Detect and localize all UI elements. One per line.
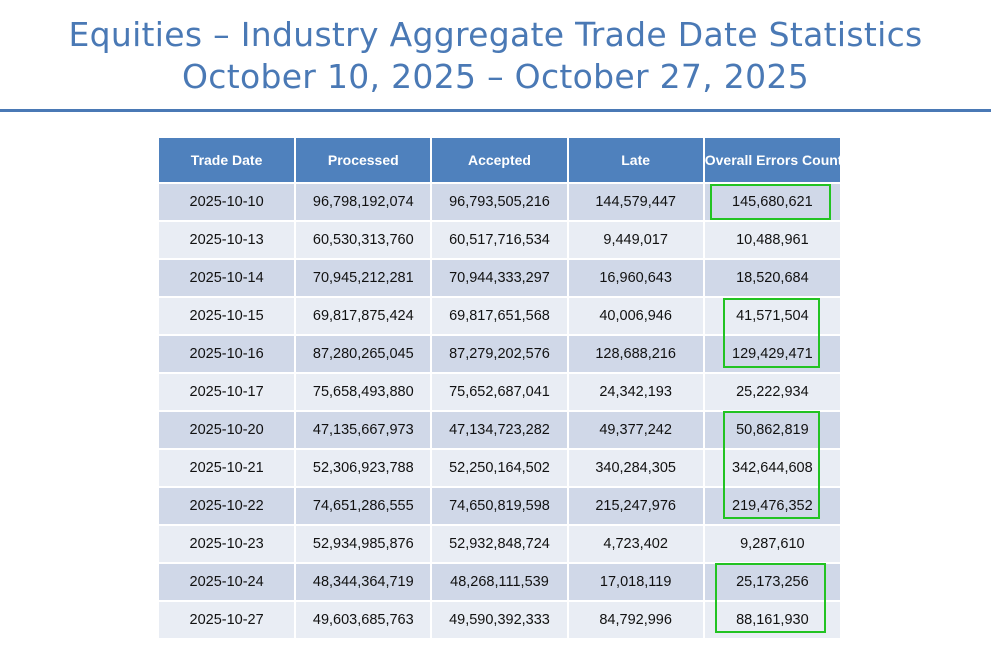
cell-overall-errors-count: 18,520,684 [703, 259, 840, 298]
cell-processed: 75,658,493,880 [295, 373, 433, 412]
cell-processed: 47,135,667,973 [295, 411, 433, 450]
table-body: 2025-10-10 96,798,192,074 96,793,505,216 14… [159, 183, 840, 640]
cell-accepted: 47,134,723,282 [431, 411, 569, 450]
table-row: 2025-10-17 75,658,493,880 75,652,687,041 24… [159, 373, 840, 412]
cell-late: 40,006,946 [567, 297, 705, 336]
title-divider [0, 109, 991, 112]
table-row: 2025-10-20 47,135,667,973 47,134,723,282 49… [159, 411, 840, 450]
cell-trade-date: 2025-10-15 [159, 297, 297, 336]
column-header-trade-date: Trade Date [159, 138, 297, 184]
cell-late: 128,688,216 [567, 335, 705, 374]
cell-late: 144,579,447 [567, 183, 705, 222]
cell-accepted: 48,268,111,539 [431, 563, 569, 602]
cell-processed: 69,817,875,424 [295, 297, 433, 336]
cell-late: 84,792,996 [567, 601, 705, 640]
cell-processed: 70,945,212,281 [295, 259, 433, 298]
table-row: 2025-10-22 74,651,286,555 74,650,819,598 21… [159, 487, 840, 526]
table-row: 2025-10-15 69,817,875,424 69,817,651,568 40… [159, 297, 840, 336]
table-row: 2025-10-27 49,603,685,763 49,590,392,333 84… [159, 601, 840, 640]
cell-accepted: 52,250,164,502 [431, 449, 569, 488]
cell-processed: 49,603,685,763 [295, 601, 433, 640]
cell-trade-date: 2025-10-22 [159, 487, 297, 526]
cell-accepted: 96,793,505,216 [431, 183, 569, 222]
cell-accepted: 60,517,716,534 [431, 221, 569, 260]
cell-accepted: 87,279,202,576 [431, 335, 569, 374]
cell-processed: 52,934,985,876 [295, 525, 433, 564]
page-title: Equities – Industry Aggregate Trade Date… [0, 14, 991, 98]
title-line-2: October 10, 2025 – October 27, 2025 [182, 57, 809, 96]
cell-accepted: 49,590,392,333 [431, 601, 569, 640]
table-row: 2025-10-21 52,306,923,788 52,250,164,502 34… [159, 449, 840, 488]
cell-overall-errors-count: 88,161,930 [703, 601, 840, 640]
cell-late: 4,723,402 [567, 525, 705, 564]
table-row: 2025-10-10 96,798,192,074 96,793,505,216 14… [159, 183, 840, 222]
cell-trade-date: 2025-10-21 [159, 449, 297, 488]
table-row: 2025-10-24 48,344,364,719 48,268,111,539 17… [159, 563, 840, 602]
cell-overall-errors-count: 41,571,504 [703, 297, 840, 336]
cell-late: 17,018,119 [567, 563, 705, 602]
cell-late: 24,342,193 [567, 373, 705, 412]
table-header-row: Trade Date Processed Accepted Late Overa… [159, 138, 840, 184]
cell-trade-date: 2025-10-24 [159, 563, 297, 602]
title-line-1: Equities – Industry Aggregate Trade Date… [68, 15, 923, 54]
cell-overall-errors-count: 10,488,961 [703, 221, 840, 260]
cell-accepted: 70,944,333,297 [431, 259, 569, 298]
cell-processed: 60,530,313,760 [295, 221, 433, 260]
cell-processed: 74,651,286,555 [295, 487, 433, 526]
cell-processed: 87,280,265,045 [295, 335, 433, 374]
column-header-late: Late [567, 138, 705, 184]
table-row: 2025-10-13 60,530,313,760 60,517,716,534 9,… [159, 221, 840, 260]
cell-late: 9,449,017 [567, 221, 705, 260]
cell-processed: 96,798,192,074 [295, 183, 433, 222]
cell-processed: 48,344,364,719 [295, 563, 433, 602]
column-header-processed: Processed [295, 138, 433, 184]
cell-late: 49,377,242 [567, 411, 705, 450]
cell-trade-date: 2025-10-27 [159, 601, 297, 640]
column-header-accepted: Accepted [431, 138, 569, 184]
cell-overall-errors-count: 219,476,352 [703, 487, 840, 526]
cell-overall-errors-count: 25,222,934 [703, 373, 840, 412]
table-row: 2025-10-23 52,934,985,876 52,932,848,724 4,… [159, 525, 840, 564]
cell-overall-errors-count: 25,173,256 [703, 563, 840, 602]
cell-trade-date: 2025-10-14 [159, 259, 297, 298]
cell-trade-date: 2025-10-16 [159, 335, 297, 374]
cell-overall-errors-count: 342,644,608 [703, 449, 840, 488]
cell-late: 215,247,976 [567, 487, 705, 526]
cell-accepted: 52,932,848,724 [431, 525, 569, 564]
cell-trade-date: 2025-10-17 [159, 373, 297, 412]
cell-trade-date: 2025-10-13 [159, 221, 297, 260]
cell-accepted: 74,650,819,598 [431, 487, 569, 526]
cell-late: 16,960,643 [567, 259, 705, 298]
cell-trade-date: 2025-10-10 [159, 183, 297, 222]
cell-accepted: 75,652,687,041 [431, 373, 569, 412]
statistics-table-container: Trade Date Processed Accepted Late Overa… [159, 138, 840, 640]
cell-trade-date: 2025-10-20 [159, 411, 297, 450]
cell-overall-errors-count: 9,287,610 [703, 525, 840, 564]
table-row: 2025-10-16 87,280,265,045 87,279,202,576 12… [159, 335, 840, 374]
cell-accepted: 69,817,651,568 [431, 297, 569, 336]
statistics-table: Trade Date Processed Accepted Late Overa… [159, 138, 840, 640]
cell-trade-date: 2025-10-23 [159, 525, 297, 564]
cell-overall-errors-count: 50,862,819 [703, 411, 840, 450]
cell-late: 340,284,305 [567, 449, 705, 488]
cell-processed: 52,306,923,788 [295, 449, 433, 488]
column-header-overall-errors-count: Overall Errors Count [703, 138, 840, 184]
cell-overall-errors-count: 145,680,621 [703, 183, 840, 222]
table-row: 2025-10-14 70,945,212,281 70,944,333,297 16… [159, 259, 840, 298]
cell-overall-errors-count: 129,429,471 [703, 335, 840, 374]
